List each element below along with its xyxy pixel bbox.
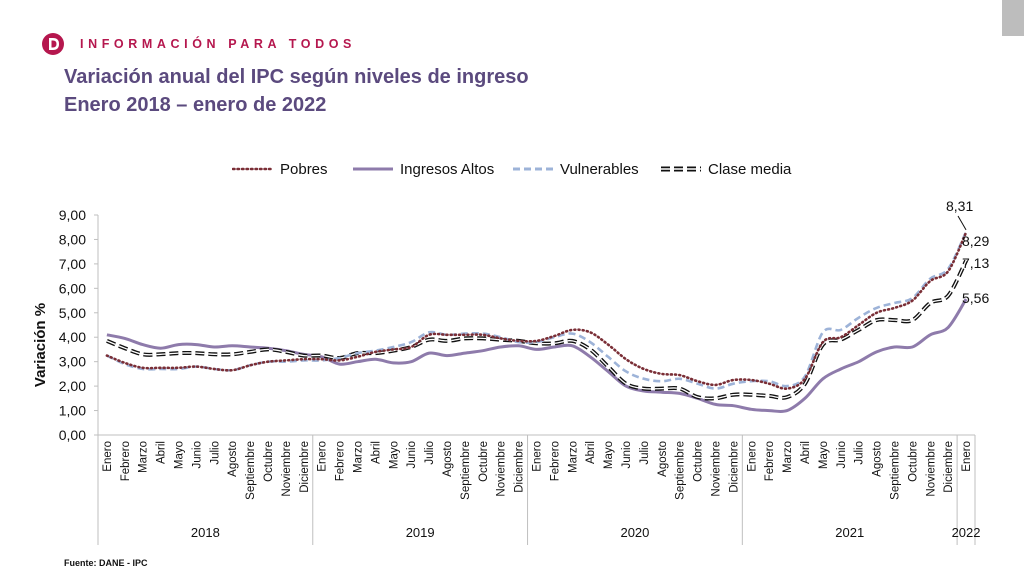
x-tick-label: Marzo	[567, 441, 579, 473]
x-tick-label: Marzo	[138, 441, 150, 473]
end-label-leader	[957, 215, 967, 231]
y-tick-label: 3,00	[59, 354, 86, 370]
x-tick-label: Noviembre	[710, 441, 722, 497]
x-tick-label: Marzo	[782, 441, 794, 473]
legend-item-ingresos-altos: Ingresos Altos	[352, 158, 494, 180]
x-tick-label: Mayo	[174, 441, 186, 469]
x-tick-label: Febrero	[335, 441, 347, 481]
x-tick-label: Febrero	[764, 441, 776, 481]
legend-item-vulnerables: Vulnerables	[512, 158, 639, 180]
year-label: 2019	[406, 525, 435, 540]
x-tick-label: Enero	[317, 441, 329, 472]
x-tick-label: Enero	[532, 441, 544, 472]
x-tick-label: Diciembre	[943, 441, 955, 493]
x-tick-label: Octubre	[693, 441, 705, 482]
x-tick-label: Junio	[621, 441, 633, 469]
x-tick-label: Agosto	[442, 441, 454, 477]
x-tick-label: Junio	[836, 441, 848, 469]
x-tick-label: Abril	[585, 441, 597, 464]
brand-tagline: INFORMACIÓN PARA TODOS	[80, 37, 356, 51]
end-data-label: 7,13	[962, 255, 989, 271]
x-tick-label: Septiembre	[460, 441, 472, 500]
x-tick-label: Junio	[191, 441, 203, 469]
legend-label: Clase media	[708, 160, 792, 178]
x-tick-label: Julio	[209, 441, 221, 465]
chart-legend: Pobres Ingresos Altos Vulnerables Clase …	[0, 158, 1024, 180]
dane-logo-icon	[42, 33, 64, 55]
x-tick-label: Diciembre	[299, 441, 311, 493]
y-tick-label: 4,00	[59, 329, 86, 345]
y-axis-title: Variación %	[32, 303, 49, 387]
x-tick-label: Julio	[854, 441, 866, 465]
series-line-clase-media-inner	[106, 260, 967, 400]
x-tick-label: Septiembre	[889, 441, 901, 500]
x-tick-label: Mayo	[388, 441, 400, 469]
x-tick-label: Enero	[746, 441, 758, 472]
x-tick-label: Noviembre	[925, 441, 937, 497]
x-tick-label: Abril	[156, 441, 168, 464]
series-line-vulnerables	[106, 231, 968, 390]
x-tick-label: Enero	[102, 441, 114, 472]
legend-item-pobres: Pobres	[232, 158, 328, 180]
end-data-label: 5,56	[962, 290, 989, 306]
x-tick-label: Octubre	[907, 441, 919, 482]
window-corner	[1002, 0, 1024, 36]
x-tick-label: Noviembre	[496, 441, 508, 497]
x-tick-label: Octubre	[263, 441, 275, 482]
x-tick-label: Marzo	[353, 441, 365, 473]
x-tick-label: Noviembre	[281, 441, 293, 497]
x-tick-label: Diciembre	[728, 441, 740, 493]
x-tick-label: Agosto	[872, 441, 884, 477]
source-note: Fuente: DANE - IPC	[64, 558, 148, 568]
y-tick-label: 7,00	[59, 256, 86, 272]
x-tick-label: Agosto	[227, 441, 239, 477]
x-tick-label: Enero	[961, 441, 973, 472]
legend-item-clase-media: Clase media	[660, 158, 791, 180]
x-tick-label: Julio	[639, 441, 651, 465]
chart-title: Variación anual del IPC según niveles de…	[64, 66, 529, 88]
legend-label: Ingresos Altos	[400, 160, 495, 178]
legend-label: Vulnerables	[560, 160, 639, 178]
series-line-ingresos-altos	[106, 298, 968, 414]
x-tick-label: Septiembre	[245, 441, 257, 500]
year-label: 2020	[620, 525, 649, 540]
x-tick-label: Febrero	[549, 441, 561, 481]
year-label: 2021	[835, 525, 864, 540]
x-tick-label: Octubre	[478, 441, 490, 482]
end-data-label: 8,31	[946, 198, 973, 214]
y-tick-label: 6,00	[59, 280, 86, 296]
year-label: 2022	[952, 525, 981, 540]
y-tick-label: 9,00	[59, 207, 86, 223]
legend-label: Pobres	[280, 160, 328, 178]
x-tick-label: Mayo	[603, 441, 615, 469]
x-tick-label: Junio	[406, 441, 418, 469]
y-tick-label: 1,00	[59, 403, 86, 419]
series-line-pobres	[105, 231, 968, 390]
x-tick-label: Julio	[424, 441, 436, 465]
x-tick-label: Febrero	[120, 441, 132, 481]
x-tick-label: Abril	[800, 441, 812, 464]
end-data-label: 8,29	[962, 233, 989, 249]
y-tick-label: 2,00	[59, 378, 86, 394]
y-tick-label: 0,00	[59, 427, 86, 443]
x-tick-label: Agosto	[657, 441, 669, 477]
x-tick-label: Septiembre	[675, 441, 687, 500]
y-tick-label: 8,00	[59, 231, 86, 247]
chart-subtitle: Enero 2018 – enero de 2022	[64, 94, 327, 116]
year-label: 2018	[191, 525, 220, 540]
x-tick-label: Abril	[370, 441, 382, 464]
x-tick-label: Mayo	[818, 441, 830, 469]
x-tick-label: Diciembre	[514, 441, 526, 493]
y-tick-label: 5,00	[59, 305, 86, 321]
